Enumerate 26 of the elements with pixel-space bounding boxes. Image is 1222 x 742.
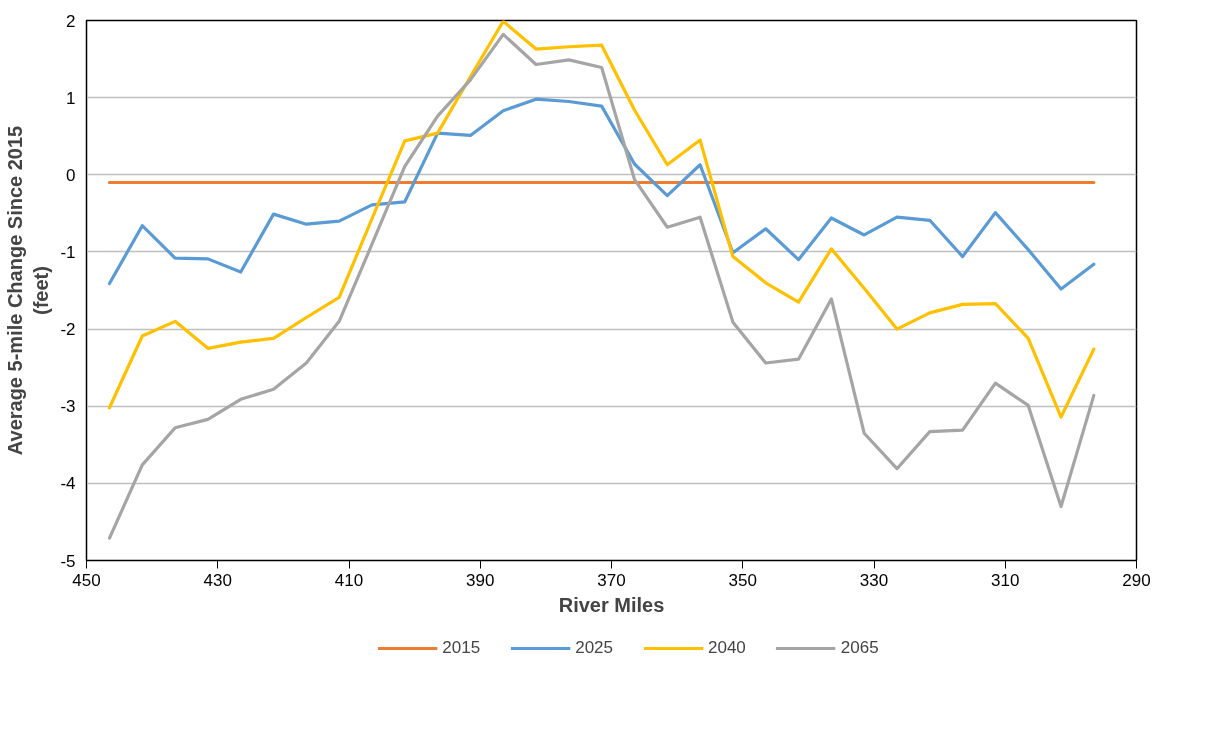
x-tick-label: 310 xyxy=(991,570,1020,590)
x-axis-title: River Miles xyxy=(558,593,665,616)
x-tick-label: 290 xyxy=(1122,570,1151,590)
x-tick-label: 370 xyxy=(597,570,626,590)
y-tick-label: -5 xyxy=(60,551,76,571)
y-tick-label: 0 xyxy=(66,165,76,185)
y-tick-label: -3 xyxy=(60,397,76,417)
x-tick-label: 450 xyxy=(72,570,101,590)
x-tick-label: 350 xyxy=(728,570,757,590)
y-tick-label: 1 xyxy=(66,88,76,108)
line-series xyxy=(107,32,1096,540)
y-axis-title: Average 5-mile Change Since 2015 (feet) xyxy=(3,125,53,456)
legend-label: 2025 xyxy=(575,638,613,658)
y-tick-label: -1 xyxy=(60,242,76,262)
y-tick-label: -4 xyxy=(60,474,76,494)
line-series xyxy=(107,97,1096,291)
legend-label: 2015 xyxy=(442,638,481,658)
y-tick-label: 2 xyxy=(66,11,76,31)
y-tick-label: -2 xyxy=(60,320,76,340)
legend-label: 2065 xyxy=(840,638,879,658)
x-tick-label: 390 xyxy=(466,570,495,590)
line-series xyxy=(107,20,1096,419)
x-tick-label: 410 xyxy=(334,570,364,590)
x-tick-label: 330 xyxy=(859,570,889,590)
x-tick-label: 430 xyxy=(203,570,232,590)
legend-label: 2040 xyxy=(708,638,746,658)
